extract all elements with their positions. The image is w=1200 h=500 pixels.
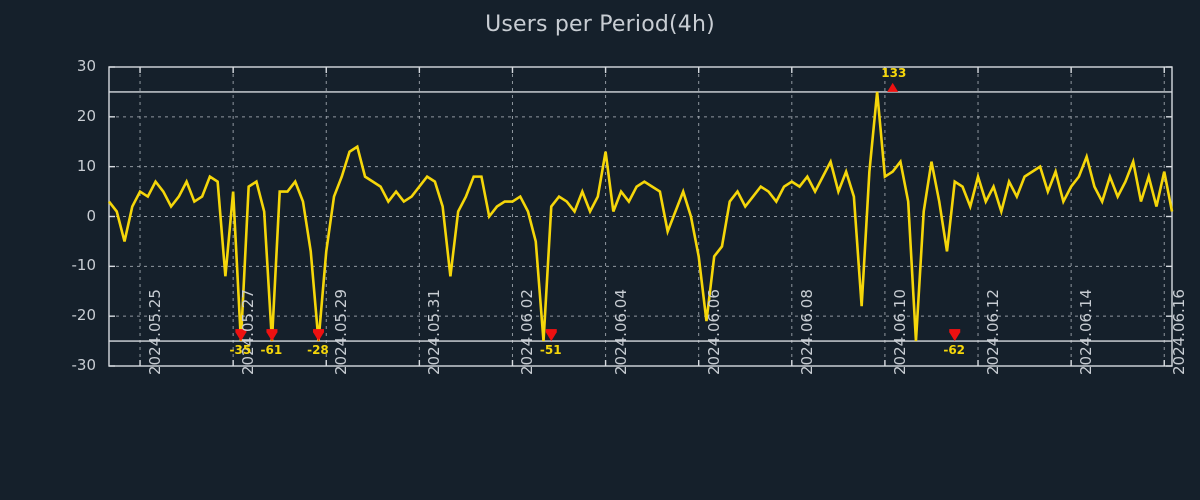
annotation-marker [235, 332, 247, 342]
x-axis-tick-label: 2024.06.08 [797, 289, 816, 375]
annotation-markers [235, 82, 961, 342]
x-axis-tick-label: 2024.06.10 [890, 289, 909, 375]
annotation-label: -62 [943, 343, 966, 358]
y-axis-labels: -30 -20 -10 0 10 20 30 [48, 0, 97, 500]
annotation-label: -28 [307, 343, 329, 358]
x-axis-tick-label: 2024.06.02 [518, 289, 537, 375]
annotation-label: -51 [539, 343, 562, 358]
y-axis-tick-label: 10 [76, 156, 96, 175]
x-axis-tick-label: 2024.05.27 [239, 289, 258, 375]
x-axis-tick-label: 2024.05.25 [146, 289, 165, 375]
clip-line-layer [109, 91, 1172, 342]
page-title: Users per Period(4h) [485, 12, 715, 37]
x-axis-tick-label: 2024.05.31 [425, 289, 444, 375]
x-axis-tick-label: 2024.06.04 [611, 289, 630, 375]
y-axis-tick-label: 0 [86, 206, 96, 225]
axis-tickmarks [109, 66, 1172, 367]
annotation-marker [545, 332, 557, 342]
annotation-label: -35 [229, 343, 252, 358]
y-axis-tick-label: 20 [76, 106, 96, 125]
x-axis-tick-label: 2024.06.14 [1077, 289, 1096, 375]
data-series-line [107, 91, 1174, 342]
x-axis-tick-label: 2024.05.29 [332, 289, 351, 375]
x-axis-tick-label: 2024.06.16 [1170, 289, 1189, 375]
annotation-marker [266, 332, 278, 342]
annotation-label: 133 [881, 65, 907, 80]
y-axis-tick-label: -20 [71, 306, 97, 325]
x-axis-tick-label: 2024.06.06 [704, 289, 723, 375]
annotation-label: -61 [260, 343, 283, 358]
grid-layer [109, 67, 1172, 366]
y-axis-tick-label: 30 [76, 57, 96, 75]
y-axis-tick-label: -10 [71, 256, 97, 275]
annotation-marker [312, 332, 324, 342]
y-axis-tick-label: -30 [71, 356, 97, 374]
annotation-marker [949, 332, 961, 342]
x-axis-tick-label: 2024.06.12 [984, 289, 1003, 375]
annotation-marker [887, 82, 899, 92]
